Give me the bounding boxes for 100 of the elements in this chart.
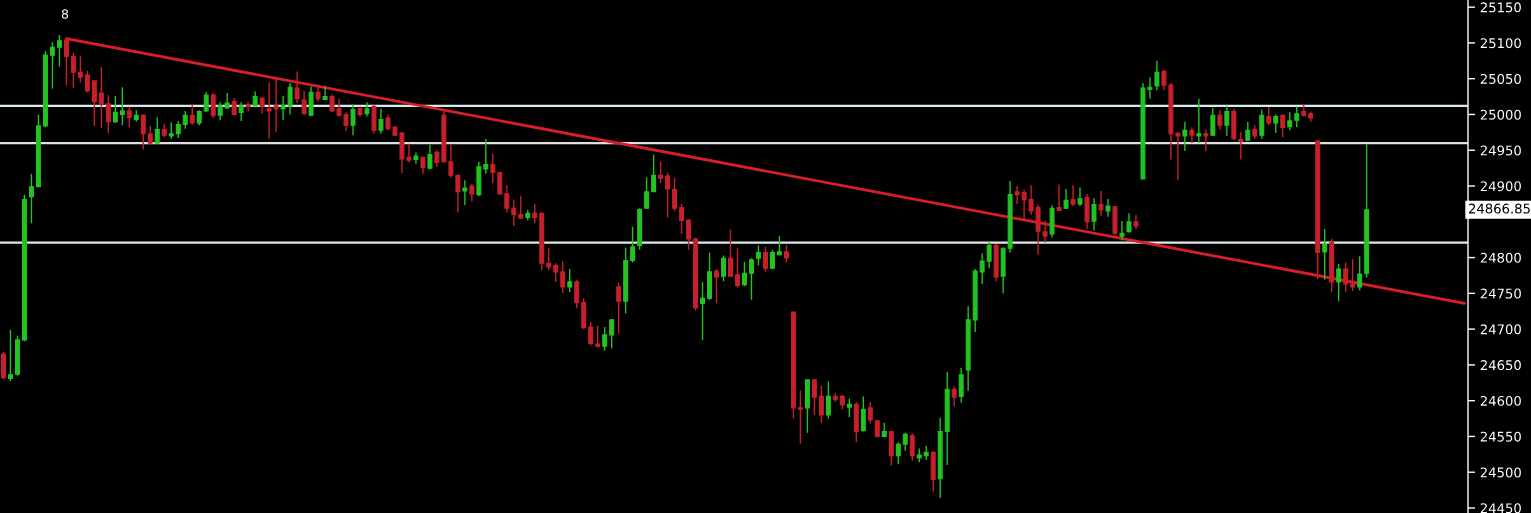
candlestick — [1343, 261, 1349, 293]
candlestick — [49, 41, 55, 90]
candlestick — [1035, 203, 1041, 256]
candlestick — [63, 37, 69, 86]
text: 24866.85 — [1468, 203, 1530, 214]
candlestick — [1210, 107, 1216, 137]
candlestick — [448, 143, 454, 179]
candlestick — [1091, 197, 1097, 232]
y-tick-label: 24750 — [1480, 288, 1521, 299]
candlestick — [1126, 212, 1132, 234]
candlestick — [567, 268, 573, 293]
candlestick — [958, 367, 964, 404]
candlestick — [98, 66, 104, 129]
candlestick — [427, 143, 433, 171]
candlestick — [700, 281, 706, 341]
candlestick — [1063, 188, 1069, 210]
y-tick-label: 24800 — [1480, 252, 1521, 263]
candlestick — [1273, 113, 1279, 134]
candlestick — [672, 177, 678, 212]
candlestick — [1336, 263, 1342, 302]
candlestick — [483, 138, 489, 175]
candlestick — [322, 85, 328, 101]
candlestick — [273, 75, 279, 134]
candlestick — [762, 246, 768, 273]
candlestick — [1119, 220, 1125, 242]
y-tick-label: 25100 — [1480, 38, 1521, 49]
candlestick — [1077, 186, 1083, 207]
candlestick — [1189, 126, 1195, 144]
candlestick — [112, 95, 118, 124]
candlestick — [1182, 120, 1188, 152]
candlestick — [497, 171, 503, 196]
candlestick — [70, 52, 76, 89]
candlestick — [511, 198, 517, 227]
candlestick — [105, 94, 111, 134]
candlestick — [588, 321, 594, 347]
candlestick — [140, 113, 146, 151]
candlestick — [665, 171, 671, 219]
candlestick — [1154, 60, 1160, 91]
candlestick — [742, 261, 747, 287]
candlestick — [1161, 68, 1167, 91]
candlestick — [1238, 131, 1244, 161]
candlestick — [1014, 185, 1020, 205]
y-tick-label: 25050 — [1480, 73, 1521, 84]
candlestick — [748, 257, 754, 301]
candlestick — [818, 384, 824, 424]
candlestick — [371, 103, 377, 135]
candlestick — [728, 228, 733, 278]
candlestick — [308, 85, 314, 117]
candlestick — [77, 55, 83, 83]
candlestick — [315, 83, 321, 103]
candlestick — [616, 281, 622, 335]
candlestick — [147, 125, 153, 146]
candlestick — [378, 108, 384, 135]
candlestick — [686, 218, 692, 251]
candlestick — [574, 279, 580, 310]
candlestick — [1203, 128, 1209, 152]
candlestick — [895, 441, 901, 466]
candlestick — [1357, 255, 1363, 292]
candlestick — [490, 153, 496, 184]
candlestick — [602, 326, 608, 352]
candlestick — [1217, 109, 1223, 131]
candlestick — [846, 397, 852, 418]
candlestick — [1350, 258, 1356, 292]
candlestick — [658, 161, 664, 184]
candlestick — [504, 184, 510, 214]
candlestick — [679, 203, 685, 235]
y-tick-label: 24550 — [1480, 431, 1521, 442]
candlestick — [1098, 190, 1104, 217]
candlestick — [1175, 132, 1181, 181]
candlestick — [595, 324, 601, 349]
candlestick — [721, 254, 726, 282]
candlestick — [1070, 184, 1076, 207]
candlestick — [364, 101, 370, 118]
candlestick — [91, 80, 97, 127]
candlestick — [1042, 220, 1048, 244]
candlestick — [56, 34, 62, 68]
candlestick — [553, 262, 559, 283]
annotation: 8 — [61, 9, 69, 19]
y-tick-label: 24650 — [1480, 360, 1521, 371]
candlestick — [609, 319, 615, 350]
candlestick — [28, 173, 34, 224]
y-tick-label: 25150 — [1480, 2, 1521, 13]
candlestick — [755, 244, 761, 267]
candlestick — [1196, 98, 1202, 144]
candlestick — [560, 260, 566, 294]
candlestick — [287, 82, 293, 116]
y-tick-label: 24500 — [1480, 467, 1521, 478]
candlestick — [462, 179, 468, 207]
candlestick — [979, 252, 985, 285]
candlestick — [1224, 105, 1230, 137]
candlestick — [630, 226, 636, 264]
candlestick — [1294, 105, 1300, 129]
candlestick — [797, 389, 803, 445]
y-tick-label: 24600 — [1480, 395, 1521, 406]
candlestick — [238, 101, 244, 122]
candlestick — [825, 380, 831, 420]
candlestick — [532, 203, 538, 224]
candlestick — [266, 81, 272, 140]
candlestick — [455, 174, 461, 214]
candlestick — [1259, 108, 1265, 140]
